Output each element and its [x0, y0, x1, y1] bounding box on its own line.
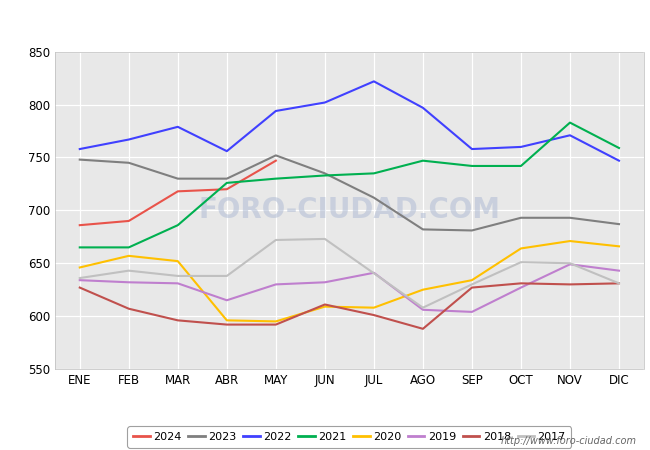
- Text: Afiliados en Villanueva de la Torre a 31/5/2024: Afiliados en Villanueva de la Torre a 31…: [123, 14, 527, 33]
- Text: FORO-CIUDAD.COM: FORO-CIUDAD.COM: [198, 196, 500, 225]
- Legend: 2024, 2023, 2022, 2021, 2020, 2019, 2018, 2017: 2024, 2023, 2022, 2021, 2020, 2019, 2018…: [127, 427, 571, 447]
- Text: http://www.foro-ciudad.com: http://www.foro-ciudad.com: [501, 436, 637, 446]
